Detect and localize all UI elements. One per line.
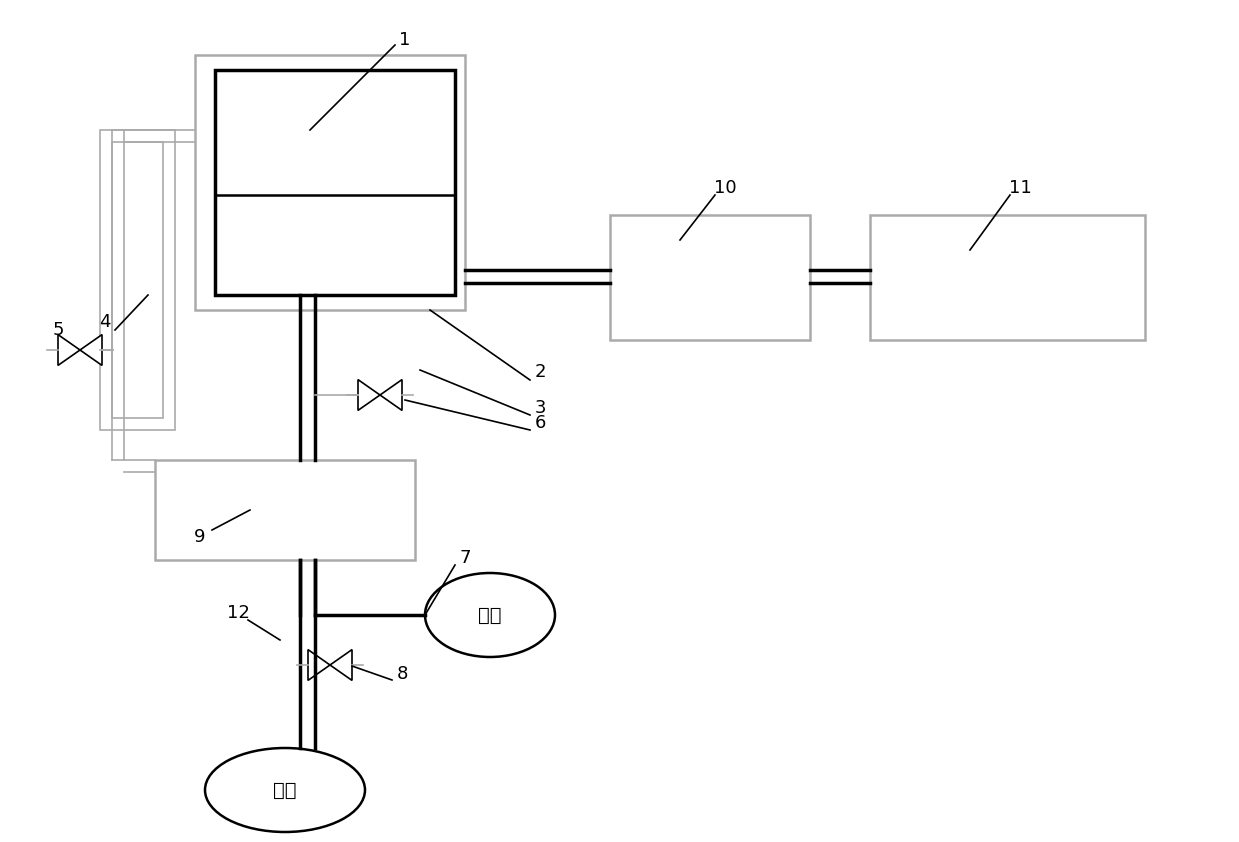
Bar: [216, 70, 455, 295]
Bar: [610, 215, 810, 340]
Text: 5: 5: [52, 321, 63, 339]
Text: 11: 11: [1009, 179, 1031, 197]
Ellipse shape: [204, 748, 366, 832]
Polygon shape: [380, 380, 401, 410]
Text: 12: 12: [227, 604, 249, 622]
Polygon shape: [358, 380, 380, 410]
Text: 新风: 新风: [478, 605, 502, 625]
Text: 9: 9: [195, 528, 206, 546]
Bar: [195, 55, 465, 310]
Text: 7: 7: [460, 549, 471, 567]
Polygon shape: [309, 649, 330, 680]
Text: 10: 10: [714, 179, 736, 197]
Bar: [100, 130, 175, 430]
Text: 8: 8: [396, 665, 408, 683]
Bar: [112, 142, 164, 418]
Text: 3: 3: [534, 399, 545, 417]
Polygon shape: [330, 649, 352, 680]
Ellipse shape: [425, 573, 555, 657]
Bar: [155, 460, 415, 560]
Text: 废气: 废气: [274, 781, 297, 800]
Text: 4: 4: [99, 313, 110, 331]
Text: 6: 6: [534, 414, 545, 432]
Polygon shape: [81, 334, 102, 365]
Polygon shape: [58, 334, 81, 365]
Bar: [870, 215, 1145, 340]
Text: 2: 2: [534, 363, 545, 381]
Text: 1: 1: [399, 31, 410, 49]
